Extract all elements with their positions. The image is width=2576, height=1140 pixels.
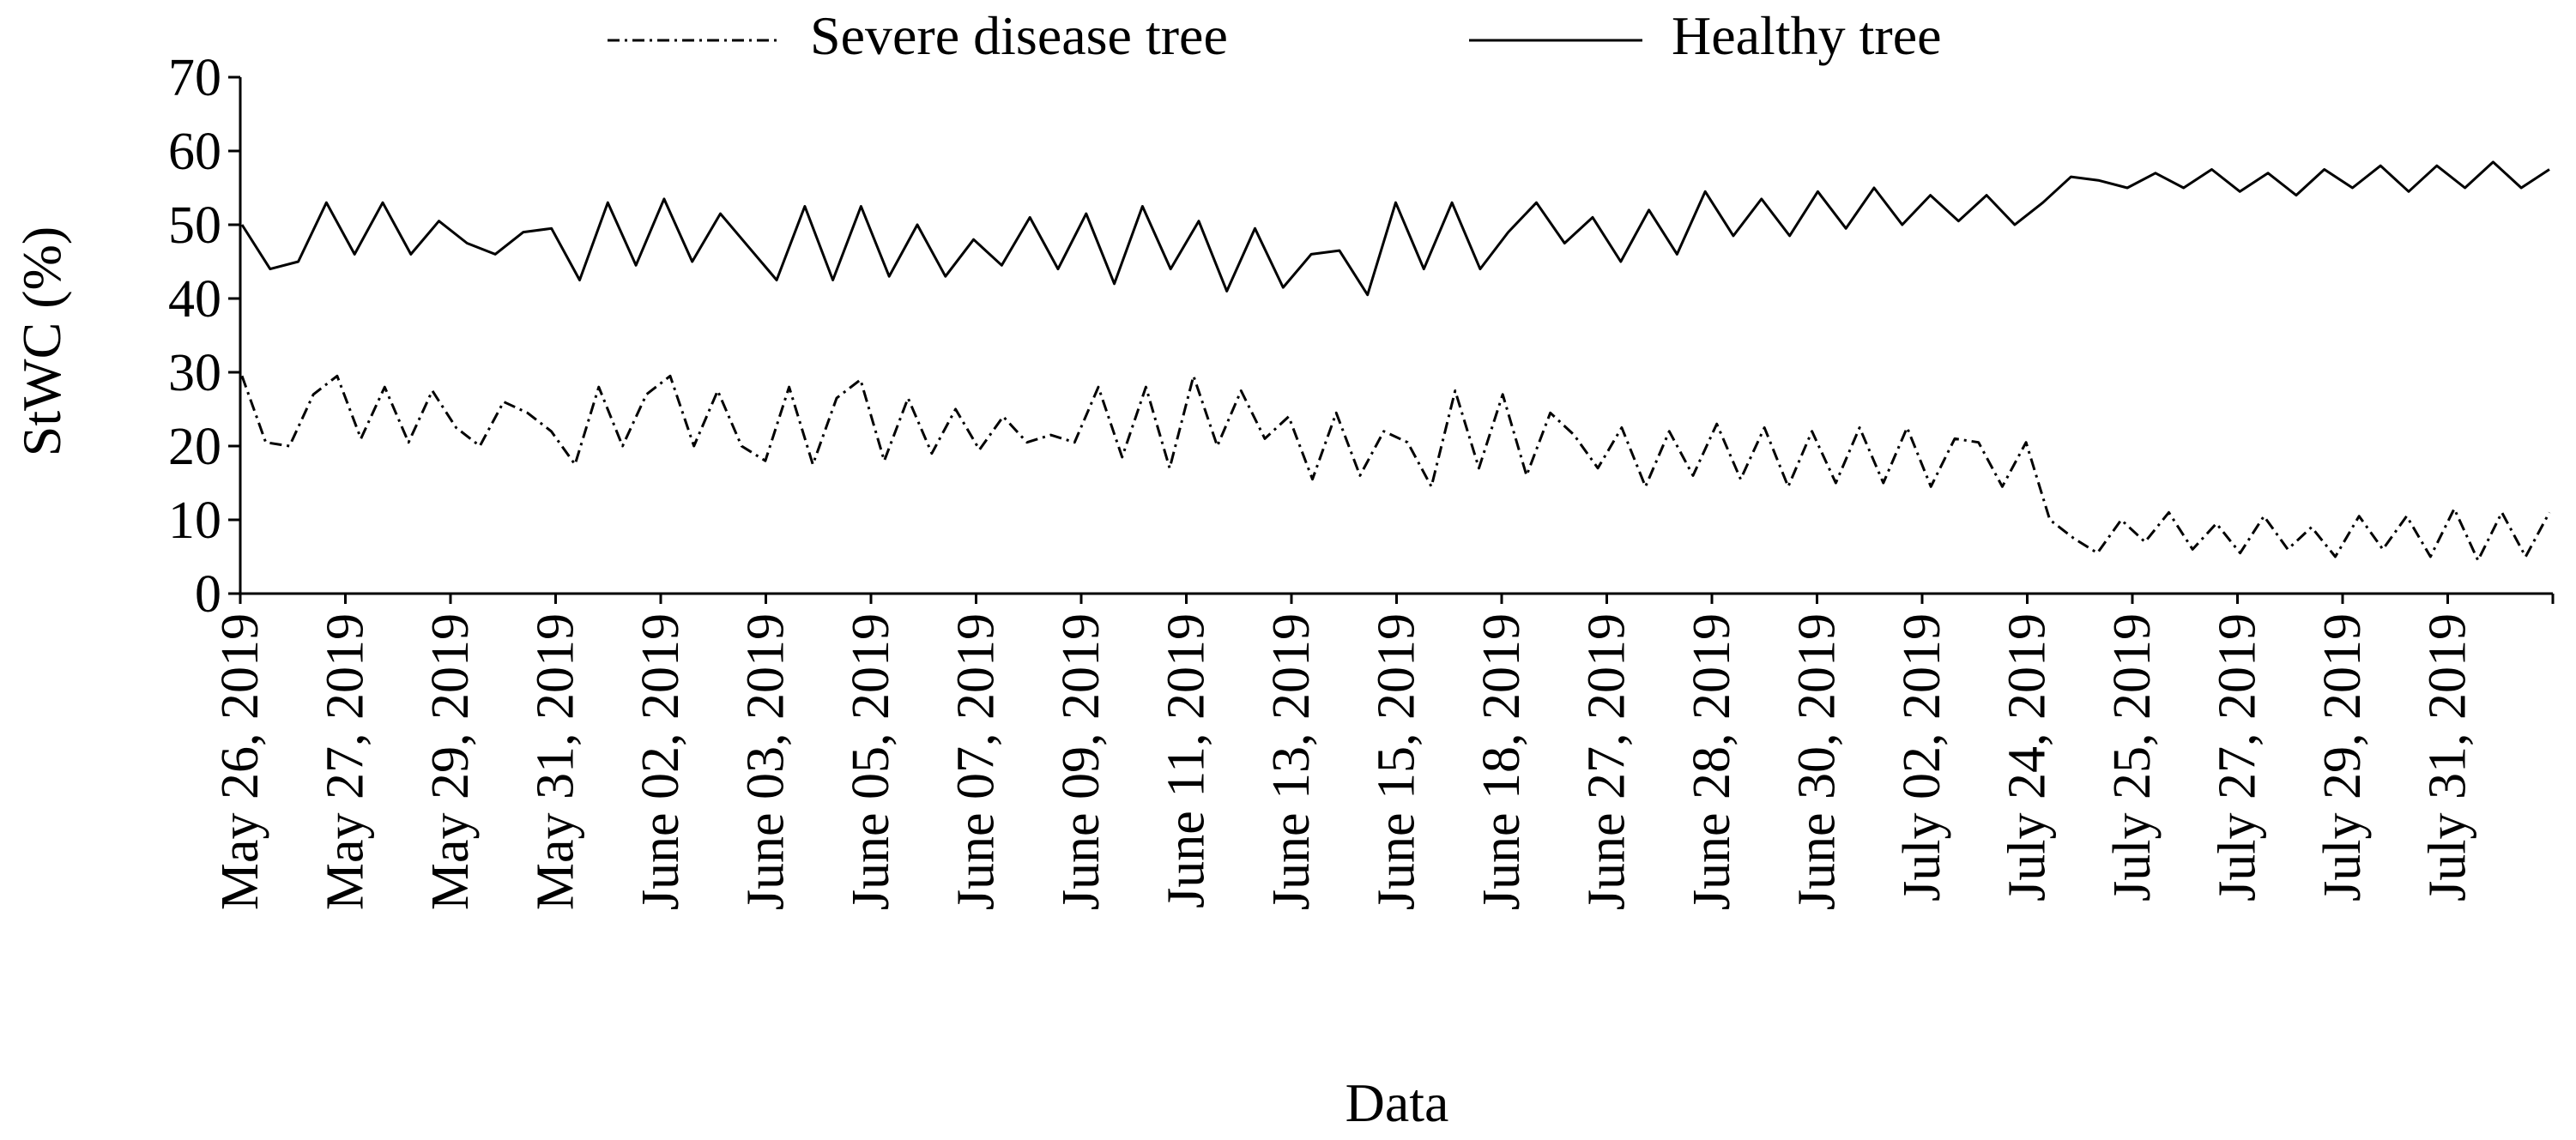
- x-tick-label: June 07, 2019: [947, 613, 1006, 910]
- y-axis: 0 10 20 30 40 50 60 70: [168, 49, 242, 624]
- x-axis-title: Data: [1345, 1072, 1449, 1133]
- series-line-severe-disease-tree: [240, 374, 2551, 562]
- x-tick-label: July 02, 2019: [1893, 613, 1951, 902]
- x-tick-label: June 27, 2019: [1578, 613, 1636, 910]
- x-axis: May 26, 2019 May 27, 2019 May 29, 2019 May …: [211, 592, 2555, 910]
- y-tick-label: 70: [168, 49, 221, 107]
- x-tick-label: June 11, 2019: [1158, 613, 1216, 908]
- x-tick-label: June 09, 2019: [1052, 613, 1110, 910]
- x-tick-label: July 31, 2019: [2419, 613, 2477, 902]
- y-tick-label: 50: [168, 196, 221, 255]
- x-tick-label: July 25, 2019: [2103, 613, 2162, 902]
- x-tick-label: May 31, 2019: [527, 613, 585, 910]
- x-tick-label: June 05, 2019: [842, 613, 900, 910]
- x-tick-label: July 24, 2019: [1999, 613, 2057, 902]
- x-tick-label: May 26, 2019: [211, 613, 269, 910]
- x-tick-label: June 30, 2019: [1788, 613, 1847, 910]
- x-tick-label: July 29, 2019: [2313, 613, 2372, 902]
- series-group: [240, 160, 2551, 562]
- legend-label-severe-disease-tree: Severe disease tree: [810, 5, 1228, 66]
- x-tick-label: July 27, 2019: [2209, 613, 2267, 902]
- series-line-healthy-tree: [240, 160, 2550, 297]
- legend-label-healthy-tree: Healthy tree: [1672, 5, 1942, 66]
- y-tick-label: 20: [168, 418, 221, 476]
- x-tick-label: June 13, 2019: [1262, 613, 1321, 910]
- x-tick-label: May 27, 2019: [317, 613, 375, 910]
- y-axis-title: StWC (%): [11, 226, 72, 456]
- x-tick-label: June 28, 2019: [1683, 613, 1741, 910]
- y-tick-label: 0: [195, 565, 221, 624]
- x-tick-label: June 18, 2019: [1472, 613, 1531, 910]
- x-tick-label: May 29, 2019: [421, 613, 480, 910]
- x-tick-label: June 03, 2019: [737, 613, 795, 910]
- legend: Severe disease tree Healthy tree: [608, 5, 1942, 66]
- x-tick-label: June 02, 2019: [632, 613, 690, 910]
- y-tick-label: 40: [168, 270, 221, 329]
- y-tick-label: 10: [168, 492, 221, 550]
- x-tick-label: June 15, 2019: [1368, 613, 1426, 910]
- y-tick-label: 60: [168, 123, 221, 181]
- y-tick-label: 30: [168, 344, 221, 402]
